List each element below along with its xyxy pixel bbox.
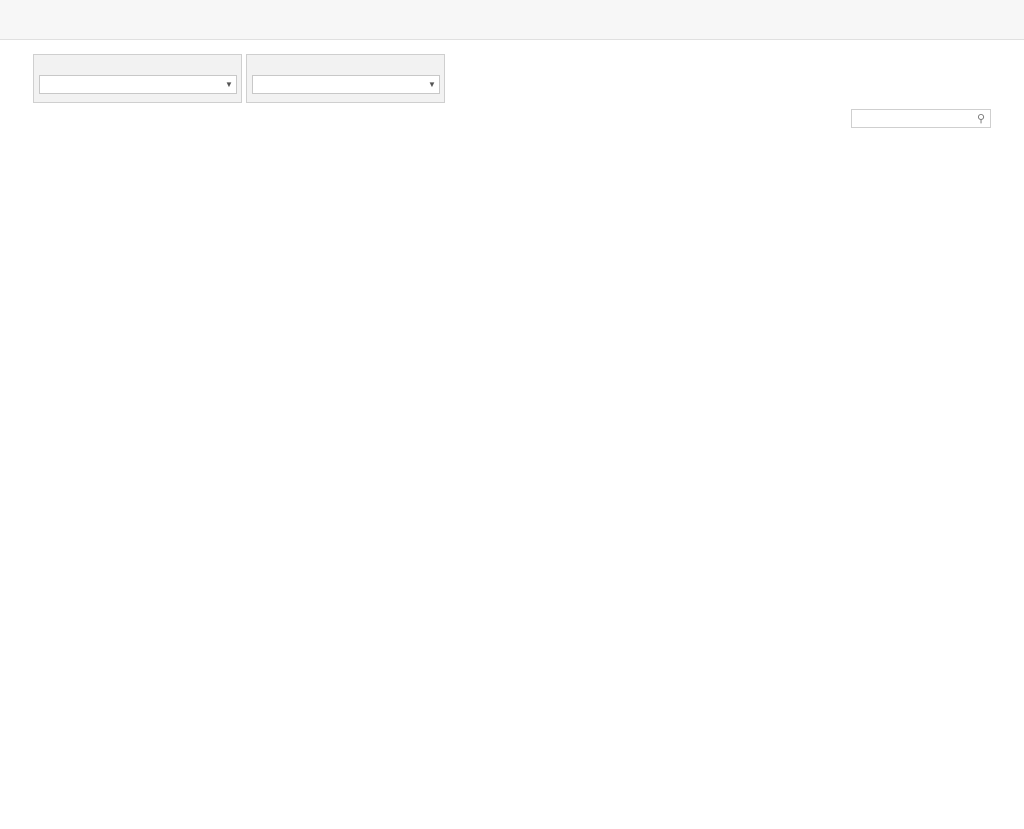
search-icon[interactable]: ⚲ [976, 113, 986, 125]
state-filter: ▼ [246, 54, 445, 103]
year-filter: ▼ [33, 54, 242, 103]
legend-swatch-blue [458, 112, 471, 125]
legend-swatch-purple [458, 131, 471, 144]
year-filter-select[interactable]: ▼ [39, 75, 237, 94]
legend-item-purple[interactable] [458, 128, 479, 147]
legend-item-red[interactable] [575, 109, 596, 128]
legend-swatch-red [575, 112, 588, 125]
filter-row: ▼ ▼ [0, 50, 1024, 128]
scatter-plot-svg[interactable] [0, 150, 1024, 829]
scatter-plot [0, 150, 1024, 829]
highlight-lean-control: ⚲ [851, 106, 991, 128]
highlight-lean-search[interactable]: ⚲ [851, 109, 991, 128]
chevron-down-icon: ▼ [225, 80, 233, 89]
tab-bar [0, 0, 1024, 40]
chevron-down-icon: ▼ [428, 80, 436, 89]
lean-legend-column-2 [575, 109, 596, 147]
state-filter-select[interactable]: ▼ [252, 75, 440, 94]
lean-legend-column-1 [458, 109, 479, 147]
lean-legend [458, 106, 596, 147]
legend-item-blue[interactable] [458, 109, 479, 128]
